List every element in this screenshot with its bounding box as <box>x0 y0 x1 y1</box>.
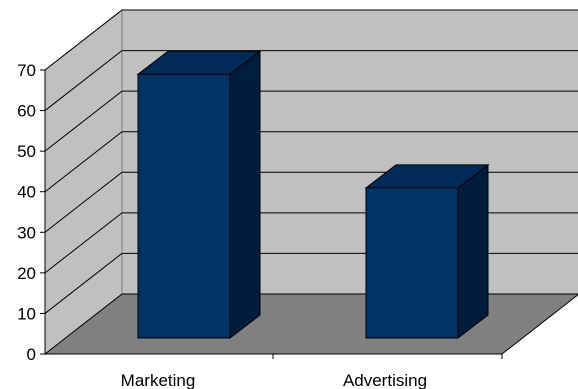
bar-marketing <box>136 50 262 340</box>
axes <box>44 70 503 359</box>
y-tick-label: 50 <box>17 142 36 161</box>
y-tick-label: 30 <box>17 223 36 242</box>
bar-front <box>137 73 231 339</box>
gridline-50 <box>44 90 578 152</box>
gridline-40 <box>44 131 578 193</box>
bar-advertising <box>364 163 490 340</box>
y-axis-ticks: 0 10 20 30 40 50 60 70 <box>17 61 45 364</box>
y-tick-label: 40 <box>17 183 36 202</box>
bars <box>136 50 490 340</box>
category-label: Advertising <box>343 371 427 389</box>
bar-side <box>229 50 261 340</box>
y-tick-label: 0 <box>27 345 36 364</box>
chart-walls <box>43 8 578 356</box>
floor <box>43 293 578 355</box>
y-tick-label: 70 <box>17 61 36 80</box>
y-tick-label: 60 <box>17 102 36 121</box>
gridline-70 <box>44 9 578 71</box>
bar-side <box>457 163 489 340</box>
bar-front <box>365 187 459 339</box>
y-tick-label: 20 <box>17 264 36 283</box>
gridlines <box>44 9 578 314</box>
y-tick-label: 10 <box>17 304 36 323</box>
x-axis-categories: Marketing Advertising <box>121 371 427 389</box>
category-label: Marketing <box>121 371 196 389</box>
gridline-60 <box>44 50 578 111</box>
